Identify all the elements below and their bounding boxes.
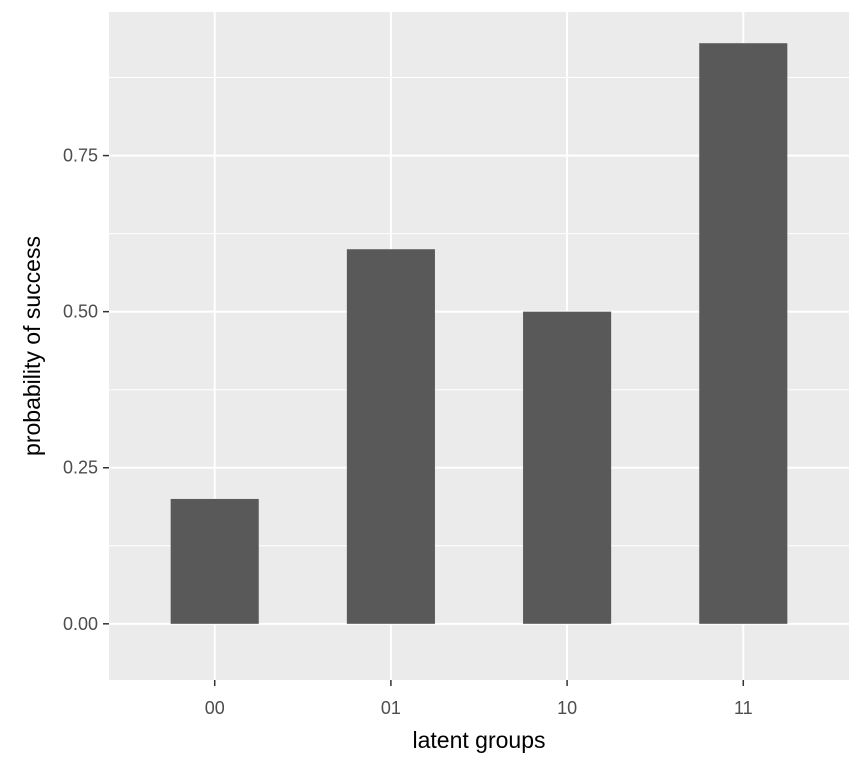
x-tick-label: 01 — [381, 698, 401, 718]
x-tick-label: 00 — [205, 698, 225, 718]
x-tick-label: 10 — [557, 698, 577, 718]
y-tick-label: 0.00 — [63, 614, 98, 634]
y-axis: 0.00 0.25 0.50 0.75 — [63, 146, 109, 634]
bars — [170, 43, 788, 624]
y-tick-label: 0.75 — [63, 146, 98, 166]
bar-10 — [523, 311, 612, 624]
x-axis-title: latent groups — [413, 727, 546, 753]
bar-00 — [170, 498, 259, 624]
y-tick-label: 0.25 — [63, 458, 98, 478]
y-tick-label: 0.50 — [63, 302, 98, 322]
x-axis: 00 01 10 11 — [205, 680, 753, 718]
x-tick-label: 11 — [734, 698, 753, 718]
y-axis-title: probability of success — [19, 236, 45, 456]
bar-11 — [699, 43, 788, 624]
bar-01 — [346, 249, 435, 624]
